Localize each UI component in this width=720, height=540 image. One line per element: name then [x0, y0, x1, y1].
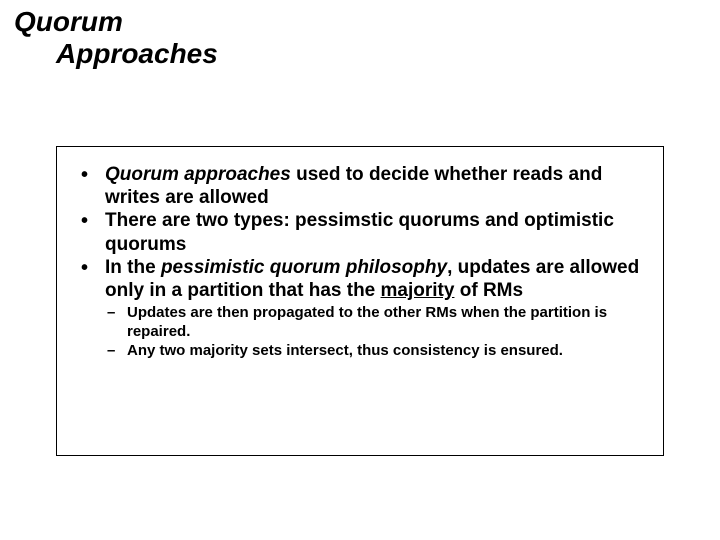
- content-box: Quorum approaches used to decide whether…: [56, 146, 664, 456]
- title-line-2: Approaches: [14, 38, 218, 70]
- bullet-text-segment: Quorum approaches: [105, 164, 291, 185]
- bullet-list: Quorum approaches used to decide whether…: [71, 163, 649, 360]
- sub-bullet-list: Updates are then propagated to the other…: [71, 304, 649, 360]
- sub-bullet-item: Updates are then propagated to the other…: [71, 304, 649, 342]
- bullet-text-segment: In the: [105, 257, 161, 278]
- bullet-item: Quorum approaches used to decide whether…: [71, 163, 649, 209]
- sub-bullet-item: Any two majority sets intersect, thus co…: [71, 342, 649, 361]
- title-line-1: Quorum: [14, 6, 123, 37]
- bullet-text-segment: of RMs: [454, 280, 523, 301]
- bullet-item: There are two types: pessimstic quorums …: [71, 209, 649, 255]
- slide-title: Quorum Approaches: [14, 6, 218, 70]
- bullet-text-segment: There are two types: pessimstic quorums …: [105, 210, 614, 254]
- bullet-text-segment: majority: [381, 280, 455, 301]
- bullet-text-segment: pessimistic quorum philosophy: [161, 257, 447, 278]
- bullet-item: In the pessimistic quorum philosophy, up…: [71, 256, 649, 302]
